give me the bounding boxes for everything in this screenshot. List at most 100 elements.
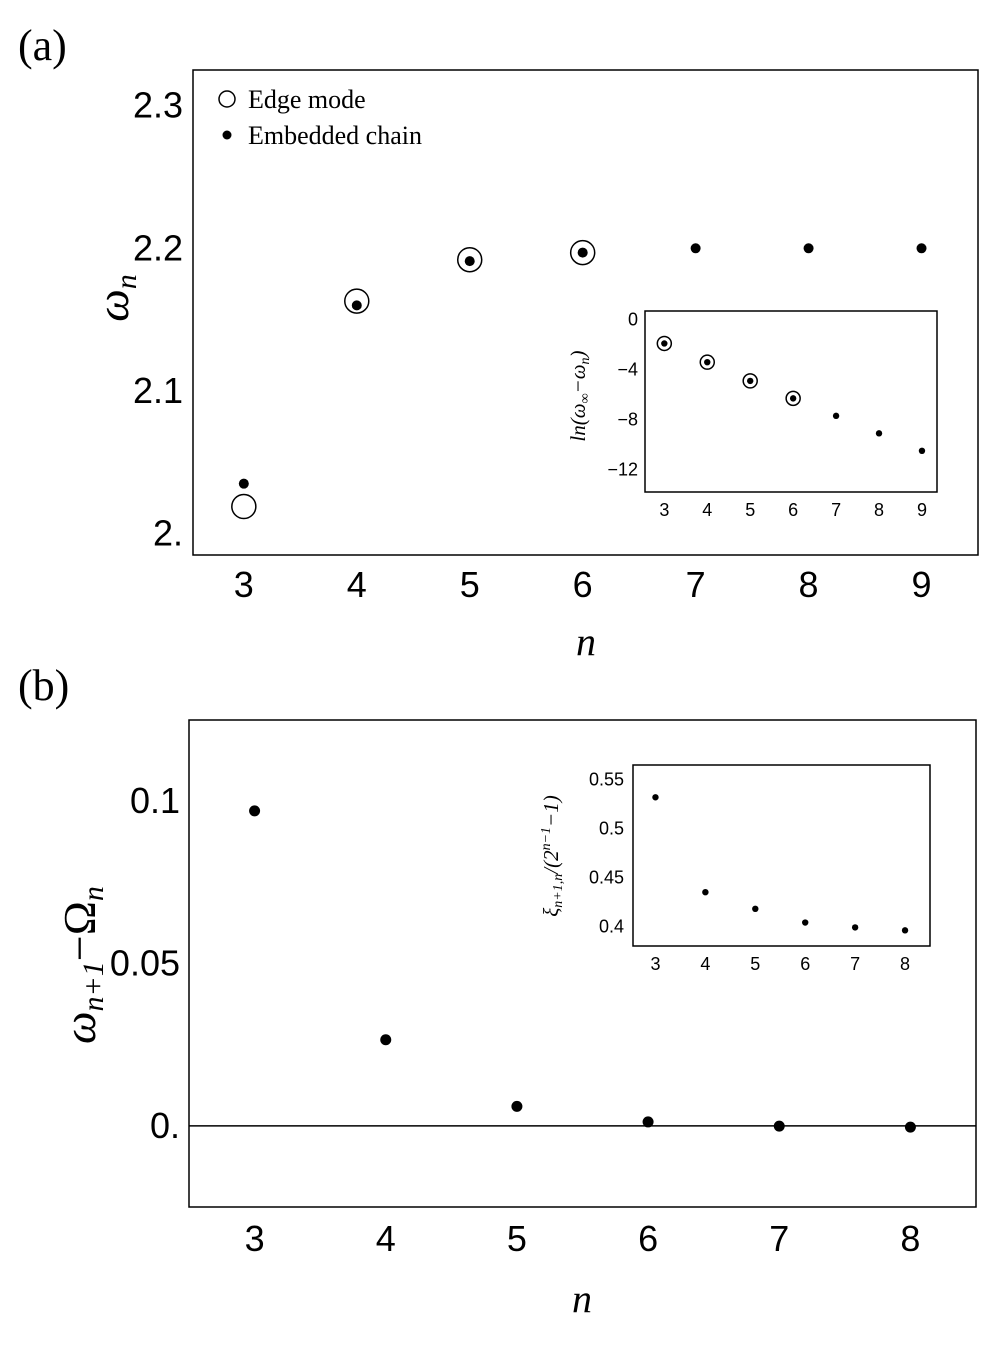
point-b-main-s0-3 [642, 1116, 654, 1128]
xtick-a-main-6: 9 [912, 564, 932, 605]
ytick-a-inset-1: −4 [617, 360, 638, 380]
ytick-b-inset-0: 0.4 [599, 916, 624, 936]
point-a-inset-s1-3 [789, 395, 797, 402]
point-b-main-s0-2 [511, 1100, 523, 1112]
ylabel-b-inset-sup: n−1 [539, 827, 554, 850]
plot-b-main: 3 4 5 6 7 80.0.050.1 ωn+1−Ωn n [54, 719, 977, 1321]
point-b-inset-s0-0 [652, 794, 659, 801]
xtick-a-inset-3: 6 [788, 500, 798, 520]
point-a-main-s1-6 [916, 243, 927, 254]
point-b-inset-s0-3 [802, 919, 809, 926]
xtick-a-main-2: 5 [460, 564, 480, 605]
ylabel-b-inset-sub: n+1,n [551, 874, 566, 908]
point-b-inset-s0-1 [702, 888, 709, 896]
xtick-b-main-4: 7 [769, 1218, 789, 1259]
xtick-b-inset-5: 8 [900, 954, 910, 974]
plot-b-frame [188, 719, 977, 1208]
ylabel-a: ωn [87, 274, 143, 321]
point-a-main-s1-4 [690, 243, 701, 254]
xtick-a-inset-5: 8 [874, 500, 884, 520]
ylabel-a-inset-close: ) [566, 350, 590, 358]
ylabel-b-inset: ξn+1,n/(2n−1−1) [539, 795, 566, 916]
xtick-b-inset-1: 4 [700, 954, 710, 974]
point-a-main-s1-2 [464, 256, 475, 267]
ylabel-a-inset-omega: ω [566, 403, 590, 418]
xtick-b-main-1: 4 [376, 1218, 396, 1259]
point-a-main-s0-0 [231, 493, 257, 520]
ytick-a-main-3: 2.3 [133, 85, 183, 126]
point-a-main-s0-1 [344, 288, 370, 314]
xtick-b-main-5: 8 [900, 1218, 920, 1259]
xtick-a-inset-4: 7 [831, 500, 841, 520]
ylabel-b-sub: n+1 [77, 961, 110, 1011]
point-a-main-s0-2 [456, 246, 483, 273]
inset-b-frame [632, 764, 931, 947]
ytick-a-main-1: 2.1 [133, 370, 183, 411]
point-b-main-s0-5 [904, 1121, 916, 1133]
ylabel-a-inset-omega2: ω [566, 364, 590, 379]
point-a-inset-s0-0 [656, 335, 673, 352]
ytick-b-main-1: 0.05 [110, 943, 180, 984]
xtick-a-main-5: 8 [799, 564, 819, 605]
xlabel-b: n [572, 1276, 592, 1321]
panel-label-a: (a) [18, 21, 67, 70]
xtick-b-main-0: 3 [245, 1218, 265, 1259]
point-b-inset-s0-5 [901, 927, 909, 934]
inset-a-frame [644, 310, 938, 493]
ytick-a-inset-2: −8 [617, 410, 638, 430]
point-a-inset-s0-2 [742, 373, 758, 389]
point-a-main-s1-5 [803, 243, 814, 254]
ylabel-b-omega: ω [54, 1011, 105, 1043]
point-a-inset-s0-3 [785, 390, 801, 407]
xtick-b-inset-0: 3 [650, 954, 660, 974]
xtick-b-inset-4: 7 [850, 954, 860, 974]
point-a-inset-s1-1 [704, 358, 711, 366]
ytick-b-main-2: 0.1 [130, 780, 180, 821]
xtick-a-main-1: 4 [347, 564, 367, 605]
ytick-b-inset-2: 0.5 [599, 819, 624, 839]
plot-a-frame [192, 69, 979, 556]
point-b-main-s0-0 [249, 805, 261, 817]
point-b-main-s0-4 [773, 1120, 785, 1132]
xtick-a-main-3: 6 [573, 564, 593, 605]
legend-edge-label: Edge mode [248, 85, 366, 114]
point-b-inset-s0-2 [752, 905, 759, 913]
point-a-inset-s1-2 [747, 377, 754, 385]
point-a-main-s1-3 [577, 247, 588, 258]
ytick-a-inset-3: −12 [607, 460, 638, 480]
xtick-a-inset-2: 5 [745, 500, 755, 520]
point-a-inset-s1-6 [918, 447, 926, 455]
xtick-a-main-0: 3 [234, 564, 254, 605]
point-b-main-s0-1 [380, 1034, 392, 1046]
ylabel-a-inset-inf: ∞ [578, 393, 593, 403]
legend-dot-marker [222, 130, 232, 140]
point-a-inset-s1-0 [661, 340, 668, 347]
ylabel-b-inset-xi: ξ [539, 908, 563, 917]
panel-label-b: (b) [18, 661, 69, 710]
legend-embedded-label: Embedded chain [248, 121, 422, 150]
xtick-b-inset-2: 5 [750, 954, 760, 974]
ylabel-b-minus: −Ω [54, 901, 105, 961]
xtick-b-main-3: 6 [638, 1218, 658, 1259]
point-a-inset-s1-4 [832, 412, 840, 420]
point-a-main-s0-3 [569, 239, 596, 266]
point-a-inset-s0-1 [699, 354, 716, 370]
xtick-a-inset-0: 3 [659, 500, 669, 520]
ylabel-b-inset-end: −1) [539, 795, 563, 827]
ylabel-a-sub: n [110, 274, 143, 289]
point-b-inset-s0-4 [851, 924, 859, 931]
xtick-b-main-2: 5 [507, 1218, 527, 1259]
plot-a-inset: 3 4 5 6 7 8 90−4−8−12 ln(ω∞−ωn) [566, 310, 938, 520]
plot-a-main: Edge mode Embedded chain 3 4 5 6 7 8 9 2. 2.1 2.2… [87, 69, 979, 664]
ytick-a-main-2: 2.2 [133, 227, 183, 268]
xtick-a-inset-1: 4 [702, 500, 712, 520]
ylabel-b: ωn+1−Ωn [54, 886, 110, 1044]
xlabel-a: n [576, 619, 596, 664]
ylabel-a-inset-minus: − [566, 379, 590, 393]
ytick-b-inset-3: 0.55 [589, 770, 624, 790]
ylabel-a-inset-n: n [578, 357, 593, 364]
point-a-main-s1-0 [238, 478, 249, 489]
ylabel-b-inset-mid: /(2 [539, 850, 563, 875]
ytick-b-inset-1: 0.45 [589, 868, 624, 888]
